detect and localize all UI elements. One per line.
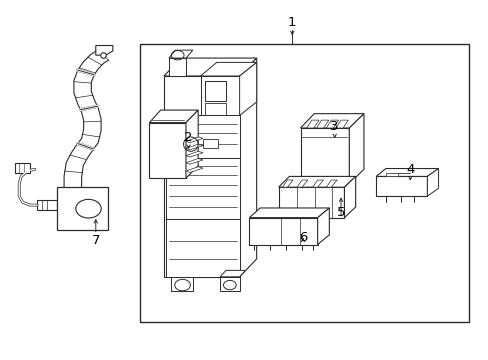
Polygon shape bbox=[166, 220, 239, 277]
Polygon shape bbox=[149, 110, 198, 123]
Polygon shape bbox=[427, 168, 438, 196]
Polygon shape bbox=[348, 114, 363, 184]
Polygon shape bbox=[375, 168, 438, 176]
Polygon shape bbox=[205, 103, 225, 116]
Polygon shape bbox=[317, 208, 329, 244]
Polygon shape bbox=[335, 120, 347, 128]
Polygon shape bbox=[385, 173, 397, 176]
Polygon shape bbox=[163, 58, 256, 76]
Polygon shape bbox=[316, 120, 328, 128]
Bar bbox=[140, 44, 468, 321]
Text: 5: 5 bbox=[336, 207, 345, 220]
Polygon shape bbox=[297, 180, 307, 187]
Polygon shape bbox=[203, 139, 217, 148]
Polygon shape bbox=[375, 176, 427, 196]
Polygon shape bbox=[300, 114, 363, 128]
Polygon shape bbox=[249, 208, 329, 218]
Polygon shape bbox=[205, 81, 225, 101]
Polygon shape bbox=[278, 176, 355, 187]
Polygon shape bbox=[185, 110, 198, 178]
Polygon shape bbox=[278, 187, 344, 218]
Bar bbox=[57, 187, 108, 230]
Polygon shape bbox=[15, 163, 30, 173]
Polygon shape bbox=[37, 200, 57, 211]
Polygon shape bbox=[312, 180, 323, 187]
Text: 3: 3 bbox=[330, 121, 338, 134]
Polygon shape bbox=[185, 144, 203, 150]
Polygon shape bbox=[239, 58, 256, 277]
Polygon shape bbox=[200, 62, 256, 76]
Polygon shape bbox=[96, 45, 113, 55]
Polygon shape bbox=[185, 151, 203, 157]
Polygon shape bbox=[168, 50, 192, 58]
Polygon shape bbox=[239, 62, 256, 116]
Polygon shape bbox=[326, 120, 338, 128]
Polygon shape bbox=[149, 123, 185, 178]
Polygon shape bbox=[168, 58, 185, 76]
Polygon shape bbox=[282, 180, 293, 187]
Polygon shape bbox=[344, 176, 355, 218]
Polygon shape bbox=[220, 277, 239, 291]
Polygon shape bbox=[200, 76, 239, 116]
Text: 1: 1 bbox=[287, 17, 296, 30]
Polygon shape bbox=[249, 218, 317, 244]
Polygon shape bbox=[300, 128, 348, 184]
Polygon shape bbox=[306, 120, 319, 128]
Polygon shape bbox=[185, 137, 203, 143]
Text: 6: 6 bbox=[298, 231, 306, 244]
Polygon shape bbox=[166, 158, 239, 220]
Polygon shape bbox=[185, 158, 203, 164]
Polygon shape bbox=[326, 180, 336, 187]
Polygon shape bbox=[171, 277, 193, 291]
Polygon shape bbox=[185, 167, 203, 172]
Text: 7: 7 bbox=[91, 234, 100, 247]
Polygon shape bbox=[166, 116, 239, 158]
Text: 2: 2 bbox=[184, 131, 192, 144]
Polygon shape bbox=[220, 270, 245, 277]
Polygon shape bbox=[163, 76, 239, 277]
Text: 4: 4 bbox=[405, 163, 414, 176]
